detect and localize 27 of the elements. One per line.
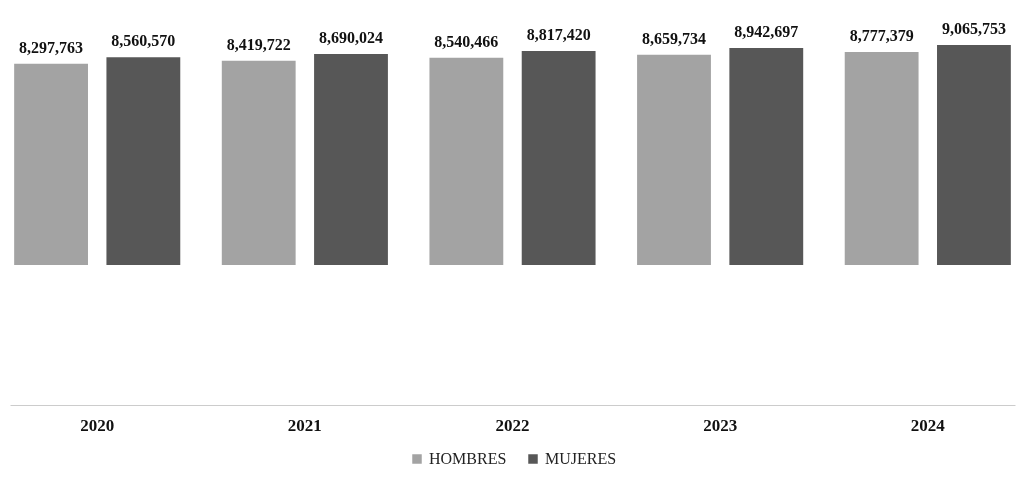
data-label: 8,690,024 <box>319 29 383 47</box>
x-tick-label: 2023 <box>703 415 738 435</box>
data-label: 8,659,734 <box>642 29 706 47</box>
bar <box>729 47 804 265</box>
x-tick-label: 2020 <box>80 415 115 435</box>
bar <box>429 57 504 265</box>
bar <box>106 57 181 265</box>
data-label: 9,065,753 <box>941 20 1006 37</box>
bar <box>844 52 919 265</box>
data-label: 8,777,379 <box>849 27 914 44</box>
x-tick-label: 2024 <box>910 415 946 435</box>
bar <box>221 60 296 265</box>
legend-label: MUJERES <box>545 450 617 467</box>
bar <box>937 45 1011 265</box>
data-label: 8,942,697 <box>734 22 799 40</box>
bar <box>14 63 88 265</box>
data-label: 8,297,763 <box>19 38 84 56</box>
bar <box>637 54 711 265</box>
bar <box>314 54 388 265</box>
data-label: 8,560,570 <box>111 32 176 50</box>
data-label: 8,540,466 <box>434 32 499 50</box>
data-label: 8,419,722 <box>226 35 291 53</box>
data-label: 8,817,420 <box>526 26 591 44</box>
bar <box>521 51 596 265</box>
x-tick-label: 2021 <box>287 415 322 435</box>
x-tick-label: 2022 <box>495 415 530 435</box>
legend-label: HOMBRES <box>429 450 507 467</box>
